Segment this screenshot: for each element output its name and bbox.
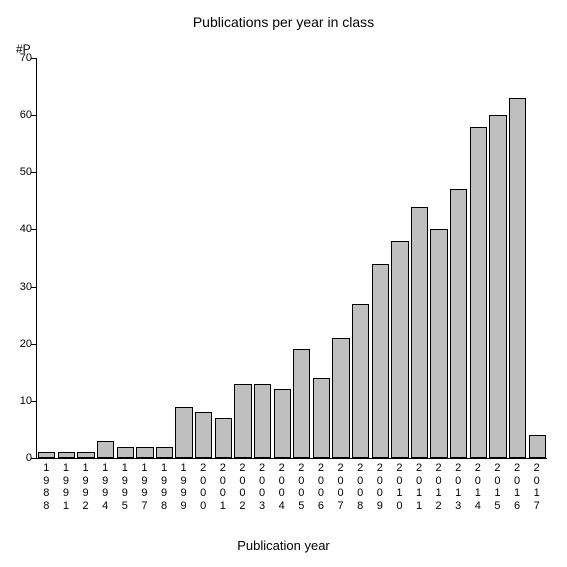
bar bbox=[97, 441, 114, 458]
bar bbox=[391, 241, 408, 458]
bar bbox=[136, 447, 153, 458]
x-tick-label: 2 0 1 3 bbox=[454, 462, 463, 513]
x-tick-label: 1 9 9 5 bbox=[120, 462, 129, 513]
bar bbox=[58, 452, 75, 458]
y-tick-label: 0 bbox=[18, 452, 32, 464]
y-tick-label: 10 bbox=[18, 395, 32, 407]
x-tick-label: 2 0 1 0 bbox=[395, 462, 404, 513]
x-tick-label: 2 0 1 1 bbox=[415, 462, 424, 513]
x-tick-label: 1 9 9 1 bbox=[61, 462, 70, 513]
bar bbox=[372, 264, 389, 458]
y-tick-mark bbox=[31, 287, 36, 288]
bar bbox=[175, 407, 192, 458]
y-tick-mark bbox=[31, 115, 36, 116]
bar bbox=[234, 384, 251, 458]
y-tick-mark bbox=[31, 344, 36, 345]
x-tick-label: 2 0 0 1 bbox=[218, 462, 227, 513]
bar bbox=[156, 447, 173, 458]
bar bbox=[450, 189, 467, 458]
x-tick-label: 2 0 0 8 bbox=[356, 462, 365, 513]
y-tick-label: 70 bbox=[18, 52, 32, 64]
bar bbox=[38, 452, 55, 458]
bar bbox=[430, 229, 447, 458]
x-tick-label: 1 9 9 8 bbox=[160, 462, 169, 513]
bar bbox=[293, 349, 310, 458]
y-tick-label: 20 bbox=[18, 338, 32, 350]
y-tick-mark bbox=[31, 401, 36, 402]
y-tick-label: 40 bbox=[18, 223, 32, 235]
chart-container: Publications per year in class #P Public… bbox=[0, 0, 567, 567]
y-tick-label: 50 bbox=[18, 166, 32, 178]
y-tick-mark bbox=[31, 58, 36, 59]
x-tick-label: 2 0 1 7 bbox=[532, 462, 541, 513]
x-tick-label: 2 0 1 6 bbox=[513, 462, 522, 513]
y-tick-mark bbox=[31, 229, 36, 230]
bar bbox=[509, 98, 526, 458]
x-tick-label: 2 0 1 2 bbox=[434, 462, 443, 513]
y-tick-mark bbox=[31, 458, 36, 459]
x-tick-label: 2 0 1 4 bbox=[473, 462, 482, 513]
bar bbox=[195, 412, 212, 458]
x-tick-label: 1 9 9 7 bbox=[140, 462, 149, 513]
x-tick-label: 1 9 9 4 bbox=[101, 462, 110, 513]
x-tick-label: 2 0 0 0 bbox=[199, 462, 208, 513]
x-tick-label: 2 0 0 2 bbox=[238, 462, 247, 513]
x-axis-label: Publication year bbox=[0, 538, 567, 553]
x-tick-label: 2 0 1 5 bbox=[493, 462, 502, 513]
bar bbox=[77, 452, 94, 458]
x-tick-label: 2 0 0 4 bbox=[277, 462, 286, 513]
bar bbox=[470, 127, 487, 458]
bar bbox=[332, 338, 349, 458]
x-tick-label: 1 9 9 2 bbox=[81, 462, 90, 513]
bar bbox=[274, 389, 291, 458]
x-tick-label: 2 0 0 7 bbox=[336, 462, 345, 513]
x-tick-label: 2 0 0 9 bbox=[375, 462, 384, 513]
chart-title: Publications per year in class bbox=[0, 14, 567, 30]
x-tick-label: 2 0 0 6 bbox=[316, 462, 325, 513]
x-tick-label: 2 0 0 5 bbox=[297, 462, 306, 513]
bar bbox=[489, 115, 506, 458]
bar bbox=[215, 418, 232, 458]
bar bbox=[117, 447, 134, 458]
bar bbox=[529, 435, 546, 458]
x-tick-label: 1 9 9 9 bbox=[179, 462, 188, 513]
bar bbox=[352, 304, 369, 458]
bar bbox=[254, 384, 271, 458]
y-tick-mark bbox=[31, 172, 36, 173]
y-tick-label: 60 bbox=[18, 109, 32, 121]
y-tick-label: 30 bbox=[18, 281, 32, 293]
x-tick-label: 1 9 8 8 bbox=[42, 462, 51, 513]
x-tick-label: 2 0 0 3 bbox=[258, 462, 267, 513]
plot-area bbox=[36, 58, 547, 459]
bar bbox=[313, 378, 330, 458]
bar bbox=[411, 207, 428, 458]
